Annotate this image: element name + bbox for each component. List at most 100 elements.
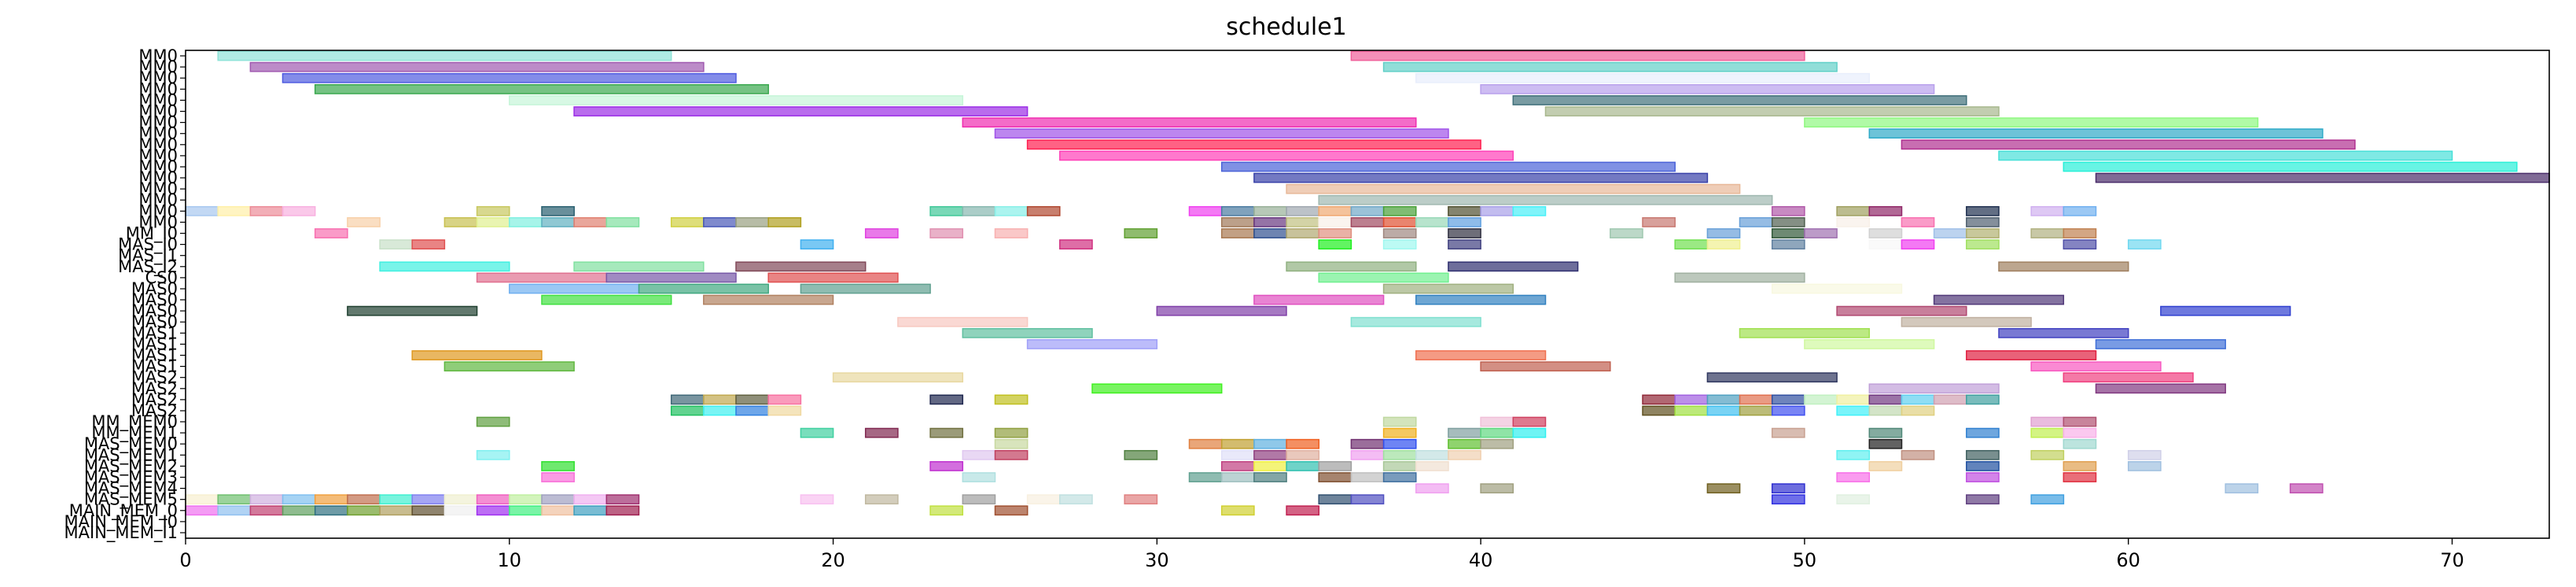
bar-3 <box>1382 61 1838 72</box>
bar-152 <box>2030 361 2162 372</box>
bar-175 <box>1966 394 2000 405</box>
bar-27 <box>217 205 252 216</box>
bar-55 <box>509 217 543 227</box>
bar-172 <box>1868 394 1903 405</box>
bar-61 <box>735 217 769 227</box>
bar-212 <box>1350 438 1385 449</box>
y-tick-label-19: MAS_I2 <box>118 257 178 277</box>
bar-262 <box>2289 483 2324 494</box>
x-tick-label-6: 60 <box>2116 549 2140 571</box>
bar-20 <box>1220 161 1676 172</box>
bar-77 <box>314 228 348 238</box>
bar-2 <box>249 61 705 72</box>
bar-196 <box>929 427 964 438</box>
y-tick-label-34: MM_MEM1 <box>91 423 178 443</box>
bar-23 <box>2095 172 2550 183</box>
bar-135 <box>1156 305 1287 316</box>
bar-138 <box>897 316 1029 327</box>
bar-254 <box>1836 472 1871 482</box>
bar-165 <box>1642 394 1676 405</box>
bar-36 <box>1188 205 1223 216</box>
bar-25 <box>1318 194 1773 205</box>
bar-260 <box>1771 483 1805 494</box>
bar-75 <box>1901 217 1935 227</box>
y-tick-label-42: MAIN_MEM_I0 <box>64 512 178 532</box>
bar-239 <box>1318 461 1352 471</box>
bar-247 <box>962 472 996 482</box>
bar-202 <box>1771 427 1805 438</box>
bar-104 <box>1674 239 1709 250</box>
bar-63 <box>1220 217 1255 227</box>
bar-102 <box>1382 239 1417 250</box>
bar-76 <box>1966 217 2000 227</box>
bar-249 <box>1220 472 1255 482</box>
bar-208 <box>1188 438 1223 449</box>
bar-159 <box>670 394 705 405</box>
bar-130 <box>703 294 834 305</box>
bar-250 <box>1253 472 1287 482</box>
bar-240 <box>1382 461 1417 471</box>
bar-122 <box>1318 272 1449 283</box>
bar-173 <box>1901 394 1935 405</box>
bar-60 <box>703 217 737 227</box>
bar-29 <box>282 205 316 216</box>
y-tick-label-29: MAS2 <box>131 368 178 387</box>
bar-299 <box>509 505 543 516</box>
y-tick-label-43: MAIN_MEM_I1 <box>64 523 178 543</box>
y-tick-label-11: MM0 <box>138 168 178 187</box>
bar-40 <box>1318 205 1352 216</box>
bar-246 <box>541 472 575 482</box>
bar-35 <box>1026 205 1061 216</box>
bar-30 <box>476 205 510 216</box>
bar-204 <box>1966 427 2000 438</box>
y-tick-label-1: MM0 <box>138 57 178 76</box>
bar-139 <box>1350 316 1481 327</box>
bar-79 <box>929 228 964 238</box>
bar-14 <box>994 128 1449 139</box>
bar-149 <box>1966 350 2097 360</box>
y-tick-label-2: MM0 <box>138 68 178 87</box>
bar-101 <box>1318 239 1352 250</box>
bar-298 <box>476 505 510 516</box>
bar-95 <box>2030 228 2065 238</box>
bar-124 <box>509 283 640 294</box>
bar-119 <box>476 272 608 283</box>
bar-7 <box>1480 83 1935 94</box>
plot-frame <box>185 50 2550 539</box>
bar-113 <box>379 261 510 272</box>
bar-11 <box>1544 106 2000 116</box>
bar-144 <box>1026 339 1158 349</box>
bar-68 <box>1382 217 1417 227</box>
bar-137 <box>2160 305 2291 316</box>
y-tick-label-3: MM0 <box>138 79 178 98</box>
bar-147 <box>411 350 543 360</box>
bar-99 <box>800 239 834 250</box>
bar-114 <box>573 261 705 272</box>
bar-293 <box>314 505 348 516</box>
bar-289 <box>185 505 219 516</box>
bar-65 <box>1286 217 1320 227</box>
bar-141 <box>962 327 1093 338</box>
bar-97 <box>379 239 414 250</box>
x-tick-label-7: 70 <box>2440 549 2464 571</box>
bar-257 <box>1415 483 1449 494</box>
bar-133 <box>1933 294 2065 305</box>
bar-127 <box>1382 283 1514 294</box>
bar-158 <box>2095 383 2226 394</box>
bar-255 <box>1966 472 2000 482</box>
bar-89 <box>1706 228 1741 238</box>
bar-209 <box>1220 438 1255 449</box>
bar-54 <box>476 217 510 227</box>
bar-118 <box>1998 261 2129 272</box>
bar-261 <box>2225 483 2259 494</box>
bar-86 <box>1382 228 1417 238</box>
bar-284 <box>1350 494 1385 505</box>
bar-291 <box>249 505 284 516</box>
bar-112 <box>185 250 219 261</box>
bar-192 <box>2030 416 2065 427</box>
bar-87 <box>1448 228 1481 238</box>
bar-274 <box>541 494 575 505</box>
bar-234 <box>541 461 575 471</box>
bar-47 <box>1836 205 1871 216</box>
bar-134 <box>347 305 478 316</box>
